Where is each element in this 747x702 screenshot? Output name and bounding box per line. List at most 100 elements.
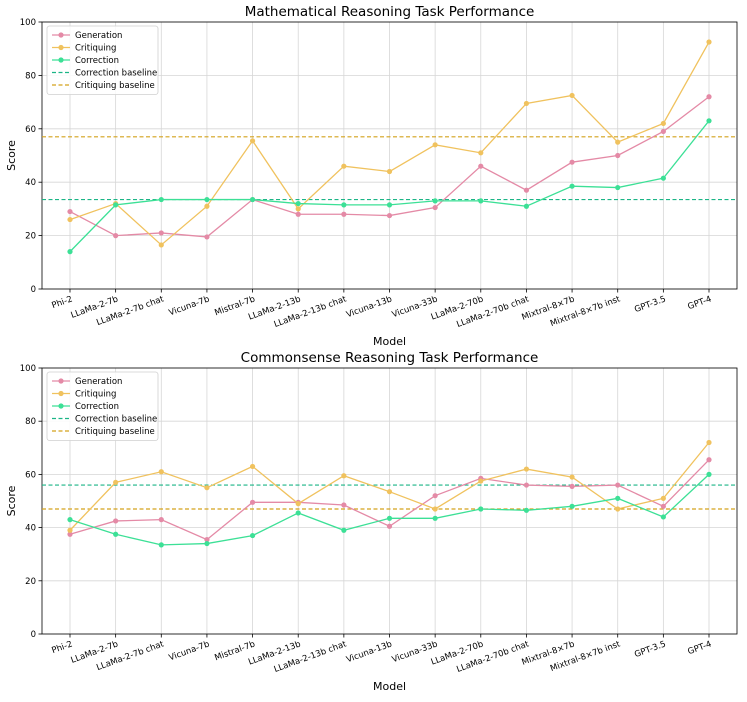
data-point: [67, 208, 73, 215]
data-point: [432, 198, 438, 204]
data-point: [67, 531, 73, 537]
y-tick-label: 40: [25, 524, 36, 534]
data-point: [660, 175, 666, 181]
data-point: [295, 200, 301, 207]
data-point: [158, 517, 164, 523]
data-point: [706, 118, 712, 124]
y-tick-label: 60: [25, 125, 36, 135]
data-point: [569, 159, 575, 165]
y-axis: 0 20 40 60 80 100 Score: [5, 364, 42, 640]
data-point: [204, 203, 210, 209]
x-tick-label: Phi-2: [51, 639, 74, 656]
data-point: [706, 439, 712, 446]
legend-label: Correction baseline: [75, 69, 157, 79]
y-axis: 0 20 40 60 80 100 Score: [5, 18, 42, 295]
series-correction: [67, 471, 712, 548]
data-point: [432, 204, 438, 211]
y-axis-label: Score: [5, 140, 18, 171]
data-point: [569, 92, 575, 99]
data-point: [478, 150, 484, 156]
data-point: [249, 138, 256, 144]
data-point: [204, 536, 210, 543]
data-point: [158, 469, 164, 475]
data-point: [523, 203, 530, 209]
x-tick-label: Vicuna-7b: [168, 639, 211, 663]
data-point: [615, 495, 621, 501]
x-tick-label: GPT-3.5: [633, 639, 667, 660]
data-point: [386, 212, 393, 219]
legend-label: Critiquing baseline: [75, 427, 155, 437]
legend-label: Critiquing: [75, 44, 116, 54]
data-point: [706, 94, 712, 100]
data-point: [660, 128, 666, 135]
data-point: [341, 502, 347, 508]
legend-label: Correction: [75, 402, 119, 412]
data-point: [615, 482, 621, 488]
data-point: [204, 485, 210, 491]
data-point: [478, 506, 484, 512]
data-point: [204, 196, 210, 203]
data-point: [706, 457, 712, 463]
series-correction: [67, 118, 712, 255]
data-point: [341, 473, 347, 479]
chart-panel-0: Mathematical Reasoning Task Performance 0…: [5, 4, 738, 348]
legend-label: Generation: [75, 31, 122, 41]
data-point: [249, 499, 256, 505]
data-point: [569, 474, 575, 480]
data-point: [295, 206, 301, 212]
data-point: [67, 249, 73, 255]
data-point: [523, 466, 530, 472]
y-tick-label: 20: [25, 232, 36, 242]
x-axis-label: Model: [373, 335, 406, 348]
data-point: [113, 479, 119, 485]
legend-marker: [58, 57, 64, 63]
data-point: [386, 523, 393, 529]
data-point: [341, 202, 347, 208]
data-point: [67, 527, 73, 533]
data-point: [432, 515, 438, 521]
data-point: [523, 187, 530, 193]
legend-marker: [58, 390, 64, 397]
legend-marker: [58, 44, 64, 51]
y-tick-label: 40: [25, 178, 36, 188]
x-axis-label: Model: [373, 680, 406, 693]
data-point: [615, 152, 621, 159]
legend: Generation Critiquing Correction Correction…: [46, 25, 159, 95]
legend-label: Generation: [75, 377, 122, 387]
data-point: [523, 100, 530, 107]
data-point: [67, 216, 73, 223]
data-point: [158, 542, 164, 548]
data-point: [204, 234, 210, 240]
data-point: [660, 495, 666, 501]
legend-label: Correction baseline: [75, 415, 157, 425]
x-tick-label: Vicuna-7b: [168, 294, 211, 318]
x-tick-label: GPT-3.5: [633, 294, 667, 315]
data-point: [204, 540, 210, 547]
chart-title: Mathematical Reasoning Task Performance: [245, 4, 535, 20]
x-tick-label: Phi-2: [51, 294, 74, 311]
data-point: [478, 198, 484, 204]
data-point: [569, 503, 575, 509]
data-point: [249, 463, 256, 470]
legend-box: [46, 25, 159, 95]
data-point: [341, 163, 347, 169]
data-point: [706, 471, 712, 477]
data-point: [432, 506, 438, 512]
data-point: [295, 510, 301, 516]
data-point: [113, 531, 119, 537]
chart-title: Commonsense Reasoning Task Performance: [241, 350, 539, 366]
data-point: [660, 120, 666, 127]
data-point: [523, 482, 530, 488]
legend-label: Critiquing baseline: [75, 81, 155, 91]
data-point: [706, 39, 712, 45]
data-point: [158, 242, 164, 248]
data-point: [386, 515, 393, 521]
data-point: [113, 233, 119, 239]
y-tick-label: 0: [31, 630, 36, 640]
data-point: [569, 183, 575, 189]
y-tick-label: 20: [25, 577, 36, 587]
legend: Generation Critiquing Correction Correction…: [46, 371, 159, 441]
